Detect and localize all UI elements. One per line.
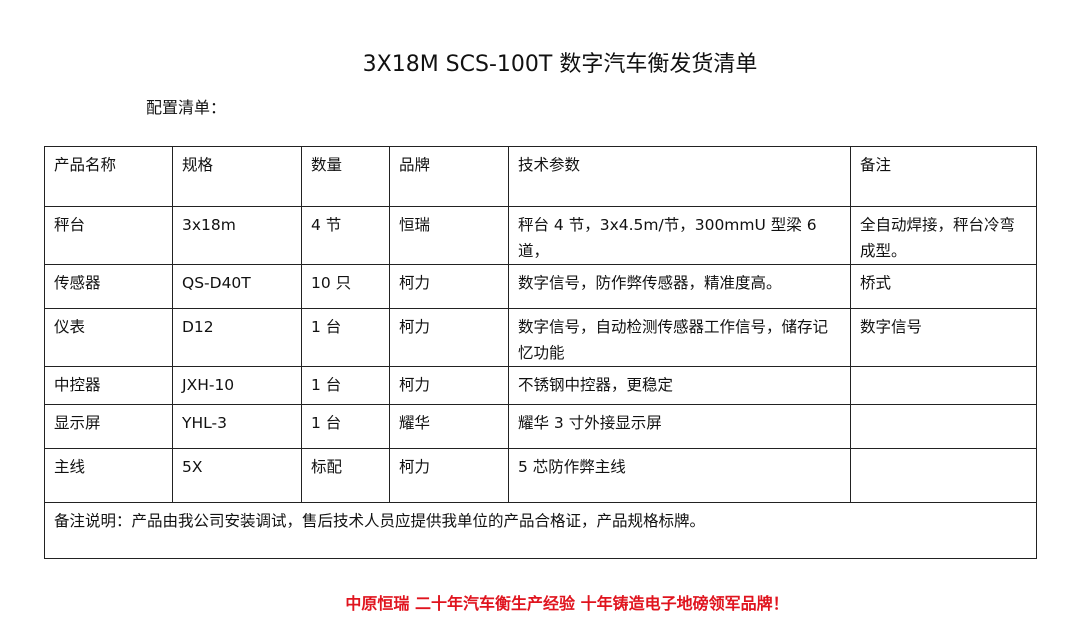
table-row: 主线 5X 标配 柯力 5 芯防作弊主线 (44, 448, 1037, 503)
table-cell: 主线 (44, 448, 173, 503)
note-row: 备注说明：产品由我公司安装调试，售后技术人员应提供我单位的产品合格证，产品规格标… (44, 502, 1037, 559)
table-cell: 数字信号，防作弊传感器，精准度高。 (508, 264, 851, 309)
table-cell: 5X (172, 448, 302, 503)
table-row: 显示屏 YHL-3 1 台耀华 耀华 3 寸外接显示屏 (44, 404, 1037, 449)
table-cell (850, 366, 1037, 405)
table-row: 秤台 3x18m 4 节恒瑞 秤台 4 节，3x4.5m/节，300mmU 型梁 6 … (44, 206, 1037, 265)
table-cell: 4 节 (301, 206, 390, 265)
table-cell (850, 448, 1037, 503)
table-cell: 仪表 (44, 308, 173, 367)
table-cell: 1 台 (301, 404, 390, 449)
table-cell: 1 台 (301, 366, 390, 405)
table-cell: 恒瑞 (389, 206, 509, 265)
note-cell: 备注说明：产品由我公司安装调试，售后技术人员应提供我单位的产品合格证，产品规格标… (44, 502, 1037, 559)
table-cell: 耀华 (389, 404, 509, 449)
table-cell: 传感器 (44, 264, 173, 309)
table-cell: 显示屏 (44, 404, 173, 449)
table-cell (850, 404, 1037, 449)
table-cell: 柯力 (389, 366, 509, 405)
header-cell: 产品名称 (44, 146, 173, 207)
table-cell: JXH-10 (172, 366, 302, 405)
table-cell: 不锈钢中控器，更稳定 (508, 366, 851, 405)
table-cell: D12 (172, 308, 302, 367)
table-cell: 1 台 (301, 308, 390, 367)
shipping-list-table: 产品名称 规格 数量 品牌 技术参数 备注 秤台 3x18m 4 节恒瑞 秤台 4 节… (44, 146, 1037, 559)
table-cell: YHL-3 (172, 404, 302, 449)
table-cell: 全自动焊接，秤台冷弯成型。 (850, 206, 1037, 265)
table-cell: 柯力 (389, 264, 509, 309)
table-row: 传感器 QS-D40T 10 只柯力 数字信号，防作弊传感器，精准度高。 桥式 (44, 264, 1037, 309)
table-cell: 柯力 (389, 308, 509, 367)
table-cell: 柯力 (389, 448, 509, 503)
header-cell: 品牌 (389, 146, 509, 207)
table-cell: 中控器 (44, 366, 173, 405)
footer-slogan: 中原恒瑞 二十年汽车衡生产经验 十年铸造电子地磅领军品牌！ (345, 594, 789, 613)
table-header-row: 产品名称 规格 数量 品牌 技术参数 备注 (44, 146, 1037, 207)
document-title: 3X18M SCS-100T 数字汽车衡发货清单 (362, 52, 758, 77)
table-row: 中控器 JXH-10 1 台柯力 不锈钢中控器，更稳定 (44, 366, 1037, 405)
table-cell: 桥式 (850, 264, 1037, 309)
table-cell: 耀华 3 寸外接显示屏 (508, 404, 851, 449)
table-cell: 5 芯防作弊主线 (508, 448, 851, 503)
table-cell: 数字信号 (850, 308, 1037, 367)
table-cell: 3x18m (172, 206, 302, 265)
header-cell: 规格 (172, 146, 302, 207)
table-row: 仪表 D12 1 台柯力 数字信号，自动检测传感器工作信号，储存记忆功能 数字信号 (44, 308, 1037, 367)
table-cell: 10 只 (301, 264, 390, 309)
config-list-label: 配置清单： (146, 98, 227, 117)
header-cell: 备注 (850, 146, 1037, 207)
header-cell: 数量 (301, 146, 390, 207)
table-cell: 秤台 4 节，3x4.5m/节，300mmU 型梁 6 道， (508, 206, 851, 265)
table-cell: 秤台 (44, 206, 173, 265)
table-cell: 数字信号，自动检测传感器工作信号，储存记忆功能 (508, 308, 851, 367)
header-cell: 技术参数 (508, 146, 851, 207)
table-cell: QS-D40T (172, 264, 302, 309)
table-cell: 标配 (301, 448, 390, 503)
